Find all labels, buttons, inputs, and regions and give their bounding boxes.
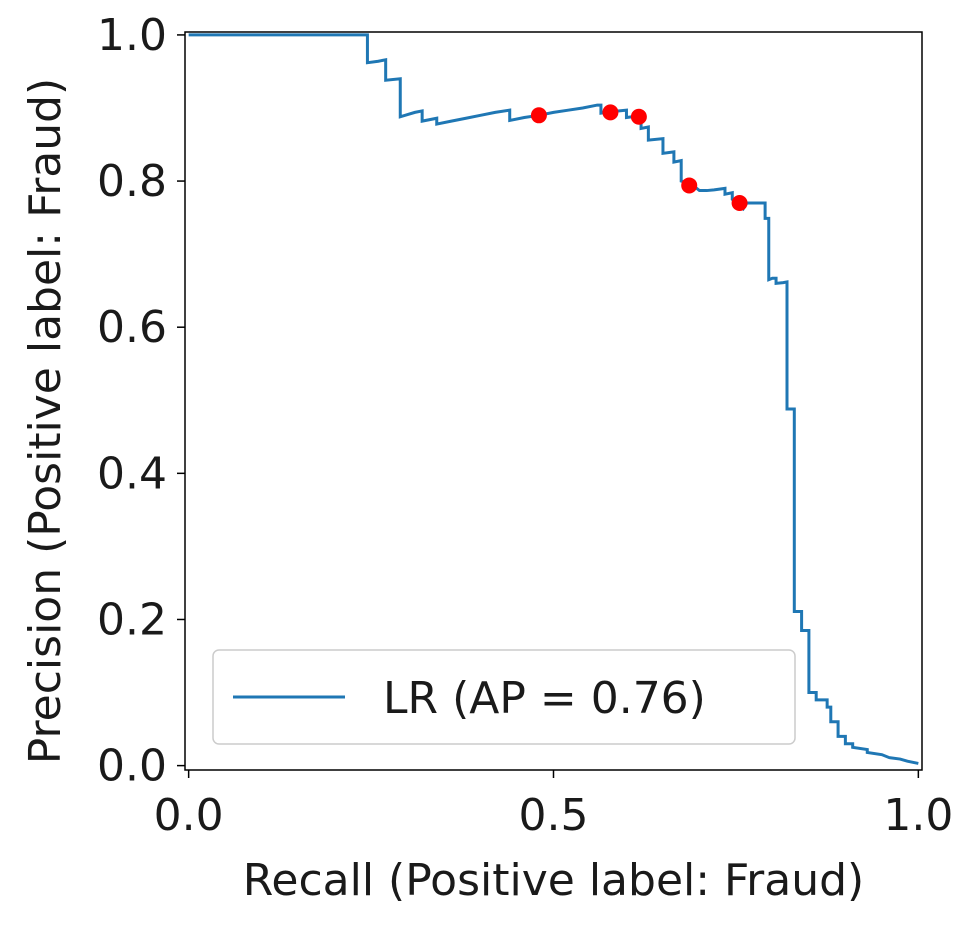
- axes: 0.0 0.5 1.0 0.0 0.2 0.4 0.6 0.8 1.0: [97, 10, 953, 841]
- y-tick-label-3: 0.6: [97, 302, 167, 353]
- y-tick-label-5: 1.0: [97, 10, 167, 61]
- scatter-point-1: [602, 104, 619, 121]
- x-axis-title: Recall (Positive label: Fraud): [243, 855, 864, 906]
- scatter-point-3: [681, 177, 698, 194]
- y-tick-label-0: 0.0: [97, 741, 167, 792]
- plot-area: [188, 33, 919, 765]
- y-tick-label-2: 0.4: [97, 448, 167, 499]
- scatter-point-4: [731, 194, 748, 211]
- scatter-point-0: [530, 107, 547, 124]
- y-tick-label-4: 0.8: [97, 156, 167, 207]
- y-axis-title: Precision (Positive label: Fraud): [20, 78, 71, 764]
- legend-label-0: LR (AP = 0.76): [383, 673, 706, 724]
- series-line-0: [188, 33, 919, 765]
- legend-box: [212, 649, 796, 745]
- x-tick-label-0: 0.0: [154, 790, 224, 841]
- legend: LR (AP = 0.76): [212, 649, 796, 745]
- y-tick-label-1: 0.2: [97, 594, 167, 645]
- x-tick-label-1: 0.5: [519, 790, 589, 841]
- scatter-point-2: [630, 108, 647, 125]
- x-tick-label-2: 1.0: [883, 790, 953, 841]
